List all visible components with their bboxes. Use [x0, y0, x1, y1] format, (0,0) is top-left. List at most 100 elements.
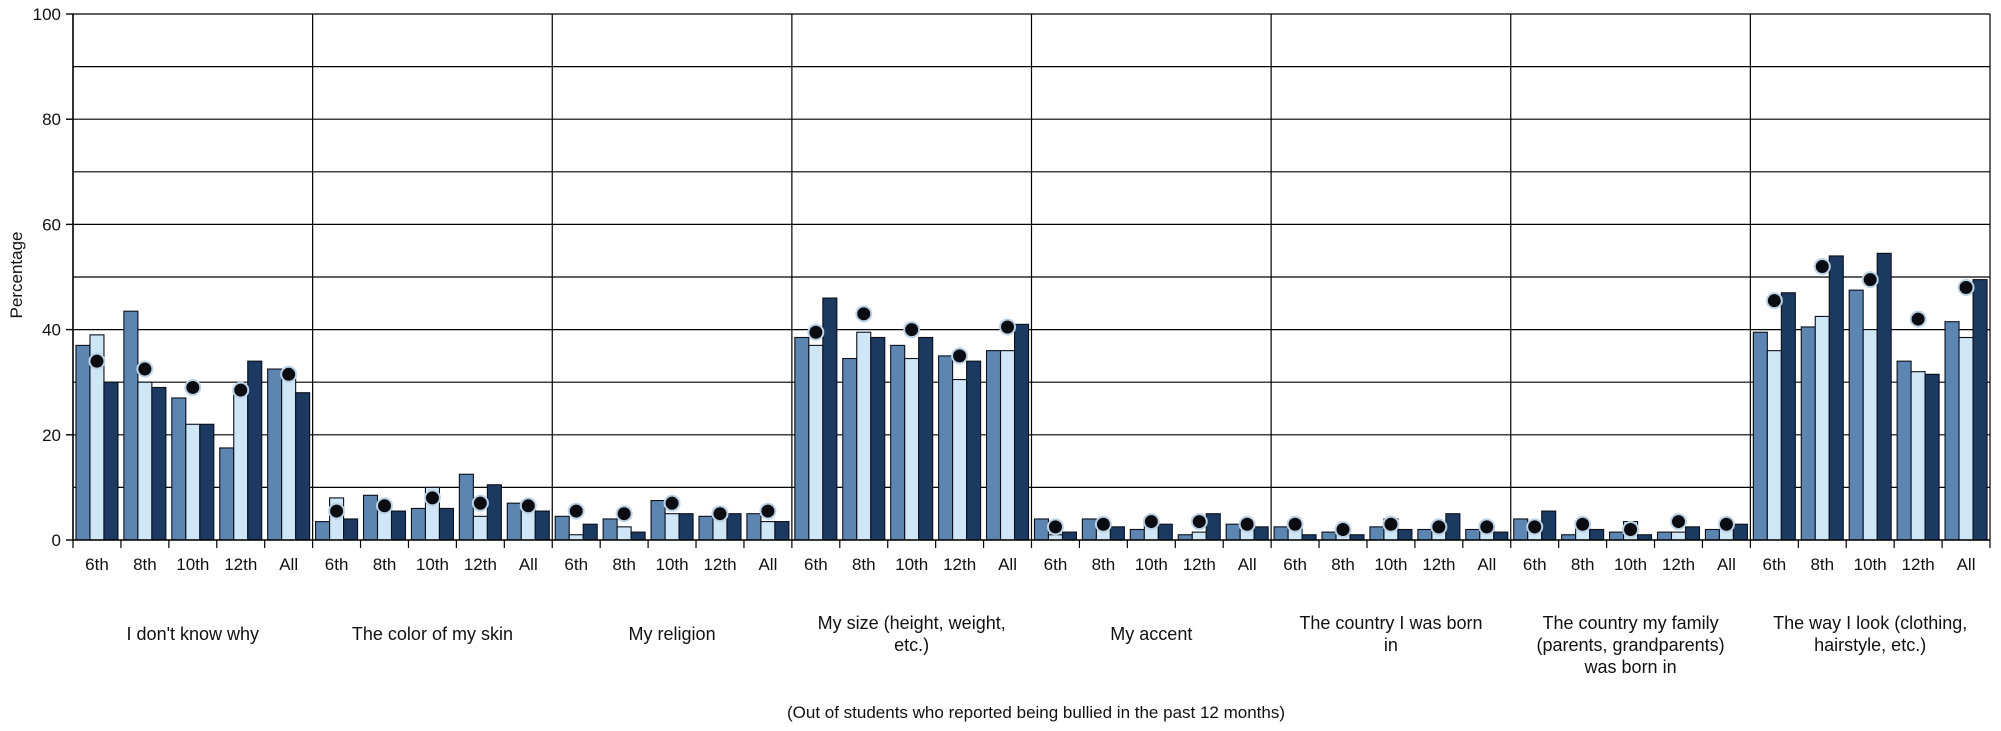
- bar: [904, 357, 920, 541]
- marker-point: [1957, 279, 1975, 297]
- grade-label: 10th: [895, 555, 928, 574]
- bar: [602, 518, 618, 541]
- bar: [1273, 526, 1289, 541]
- marker-point: [232, 381, 250, 399]
- grade-label: All: [1957, 555, 1976, 574]
- bar: [1541, 510, 1557, 541]
- bar: [295, 392, 311, 541]
- marker-point: [1717, 515, 1735, 533]
- bar: [938, 355, 954, 541]
- category-label: hairstyle, etc.): [1814, 635, 1926, 655]
- bar: [1958, 336, 1974, 541]
- bar: [1253, 526, 1269, 541]
- grade-label: 12th: [703, 555, 736, 574]
- marker-point: [759, 502, 777, 520]
- bar: [103, 381, 119, 541]
- marker-point: [1094, 515, 1112, 533]
- bar: [999, 350, 1016, 541]
- marker-point: [471, 494, 489, 512]
- marker-point: [1430, 518, 1448, 536]
- marker-point: [663, 494, 681, 512]
- marker-point: [519, 497, 537, 515]
- marker-point: [1813, 257, 1831, 275]
- y-tick-label: 100: [33, 5, 61, 24]
- bar: [1157, 523, 1173, 541]
- grade-label: 8th: [1092, 555, 1116, 574]
- bar: [1910, 371, 1926, 541]
- bar: [343, 518, 359, 541]
- grade-label: 8th: [373, 555, 397, 574]
- grade-label: 8th: [852, 555, 876, 574]
- bar: [1896, 360, 1912, 541]
- grade-label: 6th: [85, 555, 109, 574]
- grade-label: 12th: [1183, 555, 1216, 574]
- grade-label: 12th: [1422, 555, 1455, 574]
- bar: [247, 360, 263, 541]
- bar: [774, 521, 790, 541]
- axes: [66, 13, 1991, 548]
- bar: [1493, 531, 1509, 541]
- bar: [664, 513, 680, 541]
- grade-label: 6th: [1523, 555, 1547, 574]
- y-tick-label: 80: [42, 110, 61, 129]
- y-tick-label: 20: [42, 426, 61, 445]
- bar: [1848, 289, 1864, 541]
- marker-point: [184, 378, 202, 396]
- bar: [1061, 531, 1078, 541]
- bar: [616, 526, 632, 541]
- bar: [1013, 323, 1030, 541]
- category-label: (parents, grandparents): [1537, 635, 1725, 655]
- bar: [760, 521, 776, 541]
- marker-point: [615, 505, 633, 523]
- bar: [1225, 523, 1241, 541]
- bar: [199, 423, 215, 541]
- marker-point: [328, 502, 346, 520]
- category-label: I don't know why: [127, 624, 260, 644]
- grade-label: 10th: [1614, 555, 1647, 574]
- bar: [918, 336, 934, 541]
- bar: [842, 357, 858, 541]
- marker-point: [136, 360, 154, 378]
- bar: [1033, 518, 1050, 541]
- bar: [1445, 513, 1461, 541]
- bar: [1321, 531, 1337, 541]
- marker-point: [376, 497, 394, 515]
- grade-label: 8th: [1810, 555, 1834, 574]
- y-axis-title: Percentage: [7, 232, 26, 319]
- bar: [630, 531, 646, 541]
- bar: [410, 507, 426, 541]
- bar: [1609, 531, 1625, 541]
- bar: [185, 423, 201, 541]
- x-axis-title: (Out of students who reported being bull…: [787, 703, 1285, 722]
- bar: [1191, 531, 1207, 541]
- bar: [233, 392, 249, 541]
- grade-label: 10th: [176, 555, 209, 574]
- y-tick-label: 0: [52, 531, 61, 550]
- category-label: My religion: [629, 624, 716, 644]
- bar: [794, 336, 810, 541]
- marker-point: [1526, 518, 1544, 536]
- bar: [1369, 526, 1385, 541]
- bar: [1081, 518, 1097, 541]
- bar: [1205, 513, 1221, 541]
- grade-label: 6th: [325, 555, 349, 574]
- grade-label: 12th: [943, 555, 976, 574]
- marker-point: [1286, 515, 1304, 533]
- bar: [1589, 528, 1605, 541]
- marker-point: [280, 365, 298, 383]
- bar: [1828, 255, 1844, 541]
- bar: [698, 515, 714, 541]
- bar: [1814, 315, 1830, 541]
- bar: [281, 376, 297, 541]
- markers: [88, 257, 1975, 538]
- bar: [506, 502, 522, 541]
- bar: [1780, 292, 1796, 541]
- category-label: The country my family: [1543, 613, 1719, 633]
- grade-label: 12th: [1662, 555, 1695, 574]
- bar: [678, 513, 694, 541]
- bar: [1684, 526, 1701, 541]
- category-label: was born in: [1584, 657, 1677, 677]
- bar: [219, 447, 235, 541]
- marker-point: [711, 505, 729, 523]
